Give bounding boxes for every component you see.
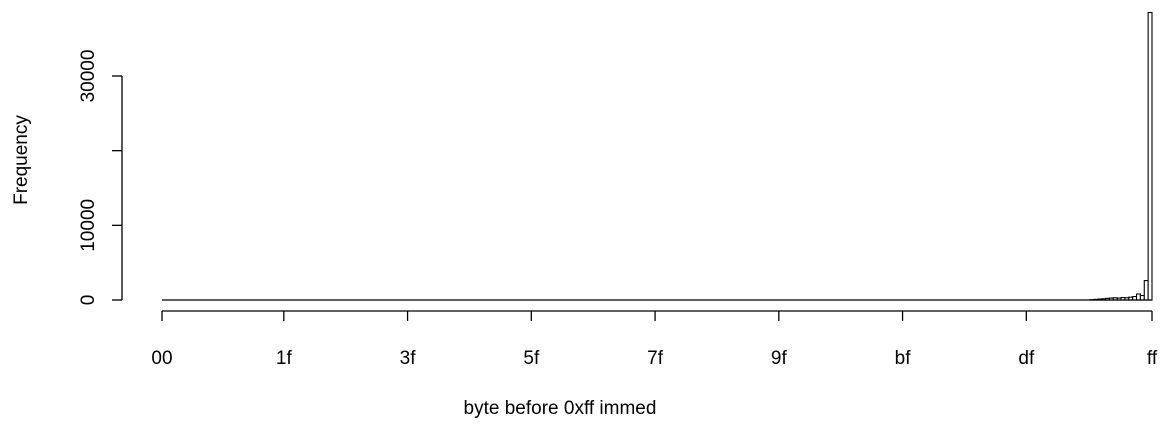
- y-tick-label: 0: [78, 295, 99, 306]
- x-tick-label: 5f: [523, 348, 540, 369]
- x-tick-label: ff: [1147, 348, 1158, 369]
- x-tick-label: 7f: [647, 348, 664, 369]
- y-tick-label: 10000: [78, 199, 99, 252]
- histogram-bar: [1143, 280, 1149, 301]
- x-tick-label: 3f: [400, 348, 417, 369]
- y-axis: 0 10000 30000: [78, 50, 123, 306]
- x-tick-label: 9f: [771, 348, 788, 369]
- histogram-bars: [1089, 11, 1153, 301]
- histogram-bar: [1147, 11, 1153, 301]
- y-axis-label: Frequency: [11, 115, 32, 205]
- x-tick-label: 1f: [276, 348, 293, 369]
- y-tick-label: 30000: [78, 50, 99, 103]
- histogram-bar: [1139, 294, 1145, 301]
- histogram-bar: [1135, 293, 1141, 301]
- x-axis-label: byte before 0xff immed: [464, 398, 657, 419]
- x-tick-label: bf: [895, 348, 912, 369]
- x-axis: 00 1f 3f 5f 7f 9f bf df ff: [151, 310, 1158, 369]
- x-tick-label: 00: [151, 348, 172, 369]
- x-tick-label: df: [1018, 348, 1035, 369]
